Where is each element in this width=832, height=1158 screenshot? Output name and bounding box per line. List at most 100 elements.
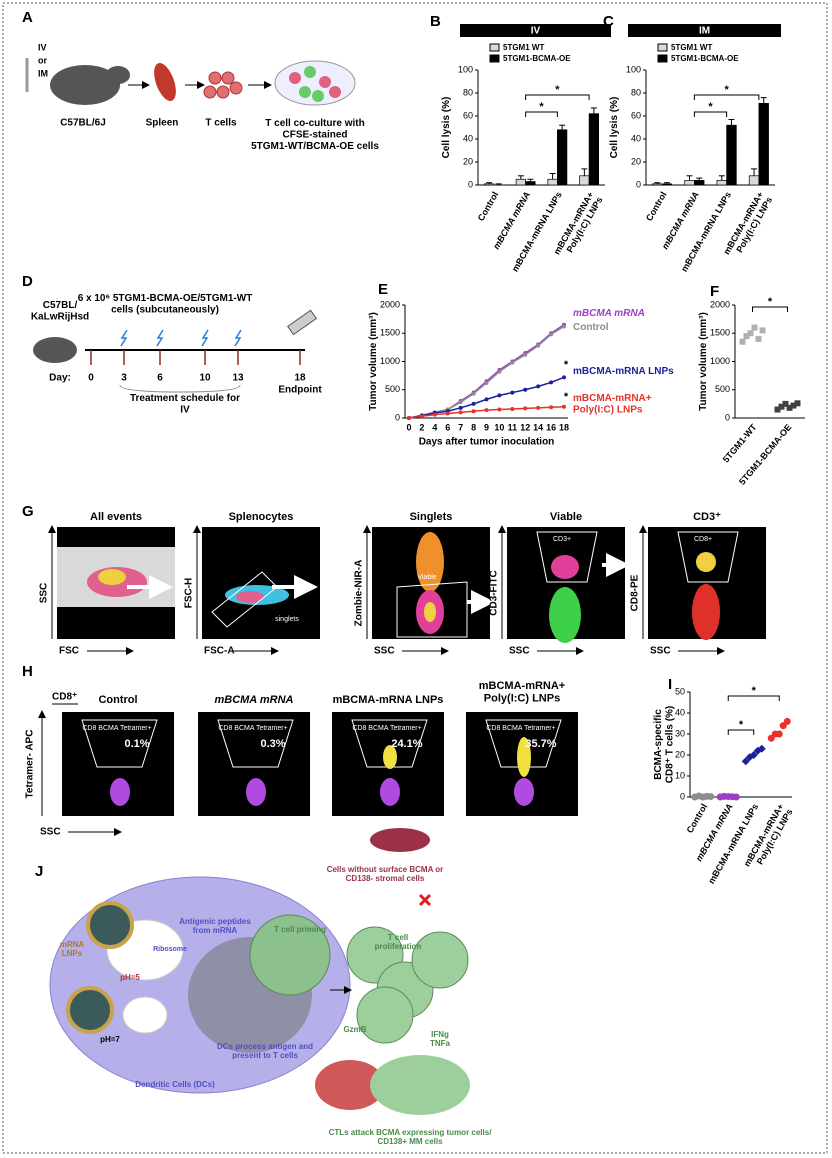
t-cell (216, 85, 230, 99)
y-tick-label: 1000 (710, 356, 730, 366)
cells-label: 6 x 10⁶ 5TGM1-BCMA-OE/5TGM1-WT cells (sub… (78, 293, 253, 316)
point (471, 409, 476, 414)
population (383, 745, 397, 769)
series-line (408, 324, 565, 419)
point (536, 384, 541, 389)
point (497, 393, 502, 398)
y-tick-label: 0 (395, 412, 400, 422)
y-tick-label: 20 (631, 156, 641, 166)
x-tick-label: Control (644, 190, 669, 223)
significance: * (708, 101, 713, 113)
day-label: 3 (121, 373, 127, 384)
point (407, 416, 411, 420)
panel-label: C (603, 13, 614, 30)
gate-label: CD8 BCMA Tetramer+ (218, 725, 287, 732)
population (517, 737, 531, 777)
cell (329, 86, 341, 98)
plot-title: All events (90, 511, 142, 523)
y-tick-label: 0 (468, 179, 473, 189)
lnp-label: mRNA LNPs (60, 940, 85, 958)
x-tick-label: 6 (445, 422, 450, 432)
point (471, 401, 476, 406)
point (484, 380, 489, 385)
gate (677, 531, 739, 583)
y-axis-label: CD8-PE (630, 574, 641, 611)
y-tick-label: 80 (463, 87, 473, 97)
bar (694, 180, 705, 186)
population (380, 778, 400, 806)
bar (748, 175, 760, 186)
stromal-cell (370, 828, 430, 852)
y-tick-label: 20 (675, 749, 685, 759)
gate-label: CD8+ (694, 536, 712, 543)
percent: 24.1% (391, 738, 422, 750)
day-label: Day: (49, 373, 71, 384)
panel-label: J (35, 863, 43, 880)
sig-bracket (525, 111, 558, 117)
y-tick-label: 500 (385, 384, 400, 394)
x-tick-label: 5TGM1-WT (721, 422, 759, 465)
significance: * (555, 84, 560, 96)
population (692, 584, 720, 640)
step-label: T cell co-culture with CFSE-stained 5TGM1-… (251, 118, 379, 152)
sig-bracket (693, 111, 728, 117)
x-tick-label: Control (476, 190, 501, 223)
y-axis-label: FSC-H (184, 578, 195, 609)
x-tick-label: 8 (471, 422, 476, 432)
x-tick-label: 2 (419, 422, 424, 432)
bar (484, 183, 495, 186)
population (416, 532, 444, 592)
dose-icon (120, 329, 128, 347)
gate-label: Viable (417, 574, 436, 581)
point (790, 402, 797, 409)
point (562, 375, 566, 380)
point (782, 400, 789, 407)
dcs-label: Dendritic Cells (DCs) (135, 1080, 215, 1089)
t-cell (208, 71, 222, 85)
sig-bracket (727, 695, 780, 701)
point (794, 400, 801, 407)
proliferation-label: T cell proliferation (375, 933, 422, 951)
point (484, 408, 489, 413)
panel-label: D (22, 273, 33, 290)
point (778, 403, 785, 410)
gate (396, 581, 468, 638)
x-tick-label: 9 (484, 422, 489, 432)
plot-title: Singlets (410, 511, 453, 523)
significance: * (752, 685, 757, 697)
plot-title: mBCMA-mRNA+ Poly(I:C) LNPs (479, 680, 565, 705)
point (458, 405, 463, 410)
flow-plot (202, 527, 320, 639)
y-tick-label: 40 (675, 707, 685, 717)
y-tick-label: 1000 (380, 356, 400, 366)
bar (515, 178, 526, 186)
y-tick-label: 1500 (710, 328, 730, 338)
y-tick-label: 2000 (380, 299, 400, 309)
series-line (408, 325, 565, 419)
gzmb-label: GzmB (343, 1025, 366, 1034)
point (419, 414, 424, 419)
point (739, 338, 746, 345)
legend-label: mBCMA mRNA (573, 308, 645, 319)
point (741, 757, 750, 766)
block-mark (418, 893, 432, 907)
point (774, 406, 781, 413)
point (783, 717, 791, 725)
cell (289, 72, 301, 84)
day-label: 10 (199, 373, 211, 384)
ribosome-label: Ribosome (153, 946, 187, 953)
point (497, 369, 502, 374)
point (549, 380, 554, 385)
legend-label: 5TGM1-BCMA-OE (671, 54, 739, 63)
panel-label: G (22, 503, 34, 520)
schedule-label: Treatment schedule for IV (130, 393, 240, 416)
significance: * (739, 719, 744, 731)
y-tick-label: 0 (636, 179, 641, 189)
point (523, 387, 528, 392)
y-axis-label: CD3-FITC (489, 570, 500, 616)
point (707, 793, 715, 801)
x-axis-label: Days after tumor inoculation (419, 437, 555, 448)
y-tick-label: 100 (626, 64, 641, 74)
route-label: IV (38, 42, 47, 52)
marker-label: CD8⁺ (52, 692, 77, 703)
